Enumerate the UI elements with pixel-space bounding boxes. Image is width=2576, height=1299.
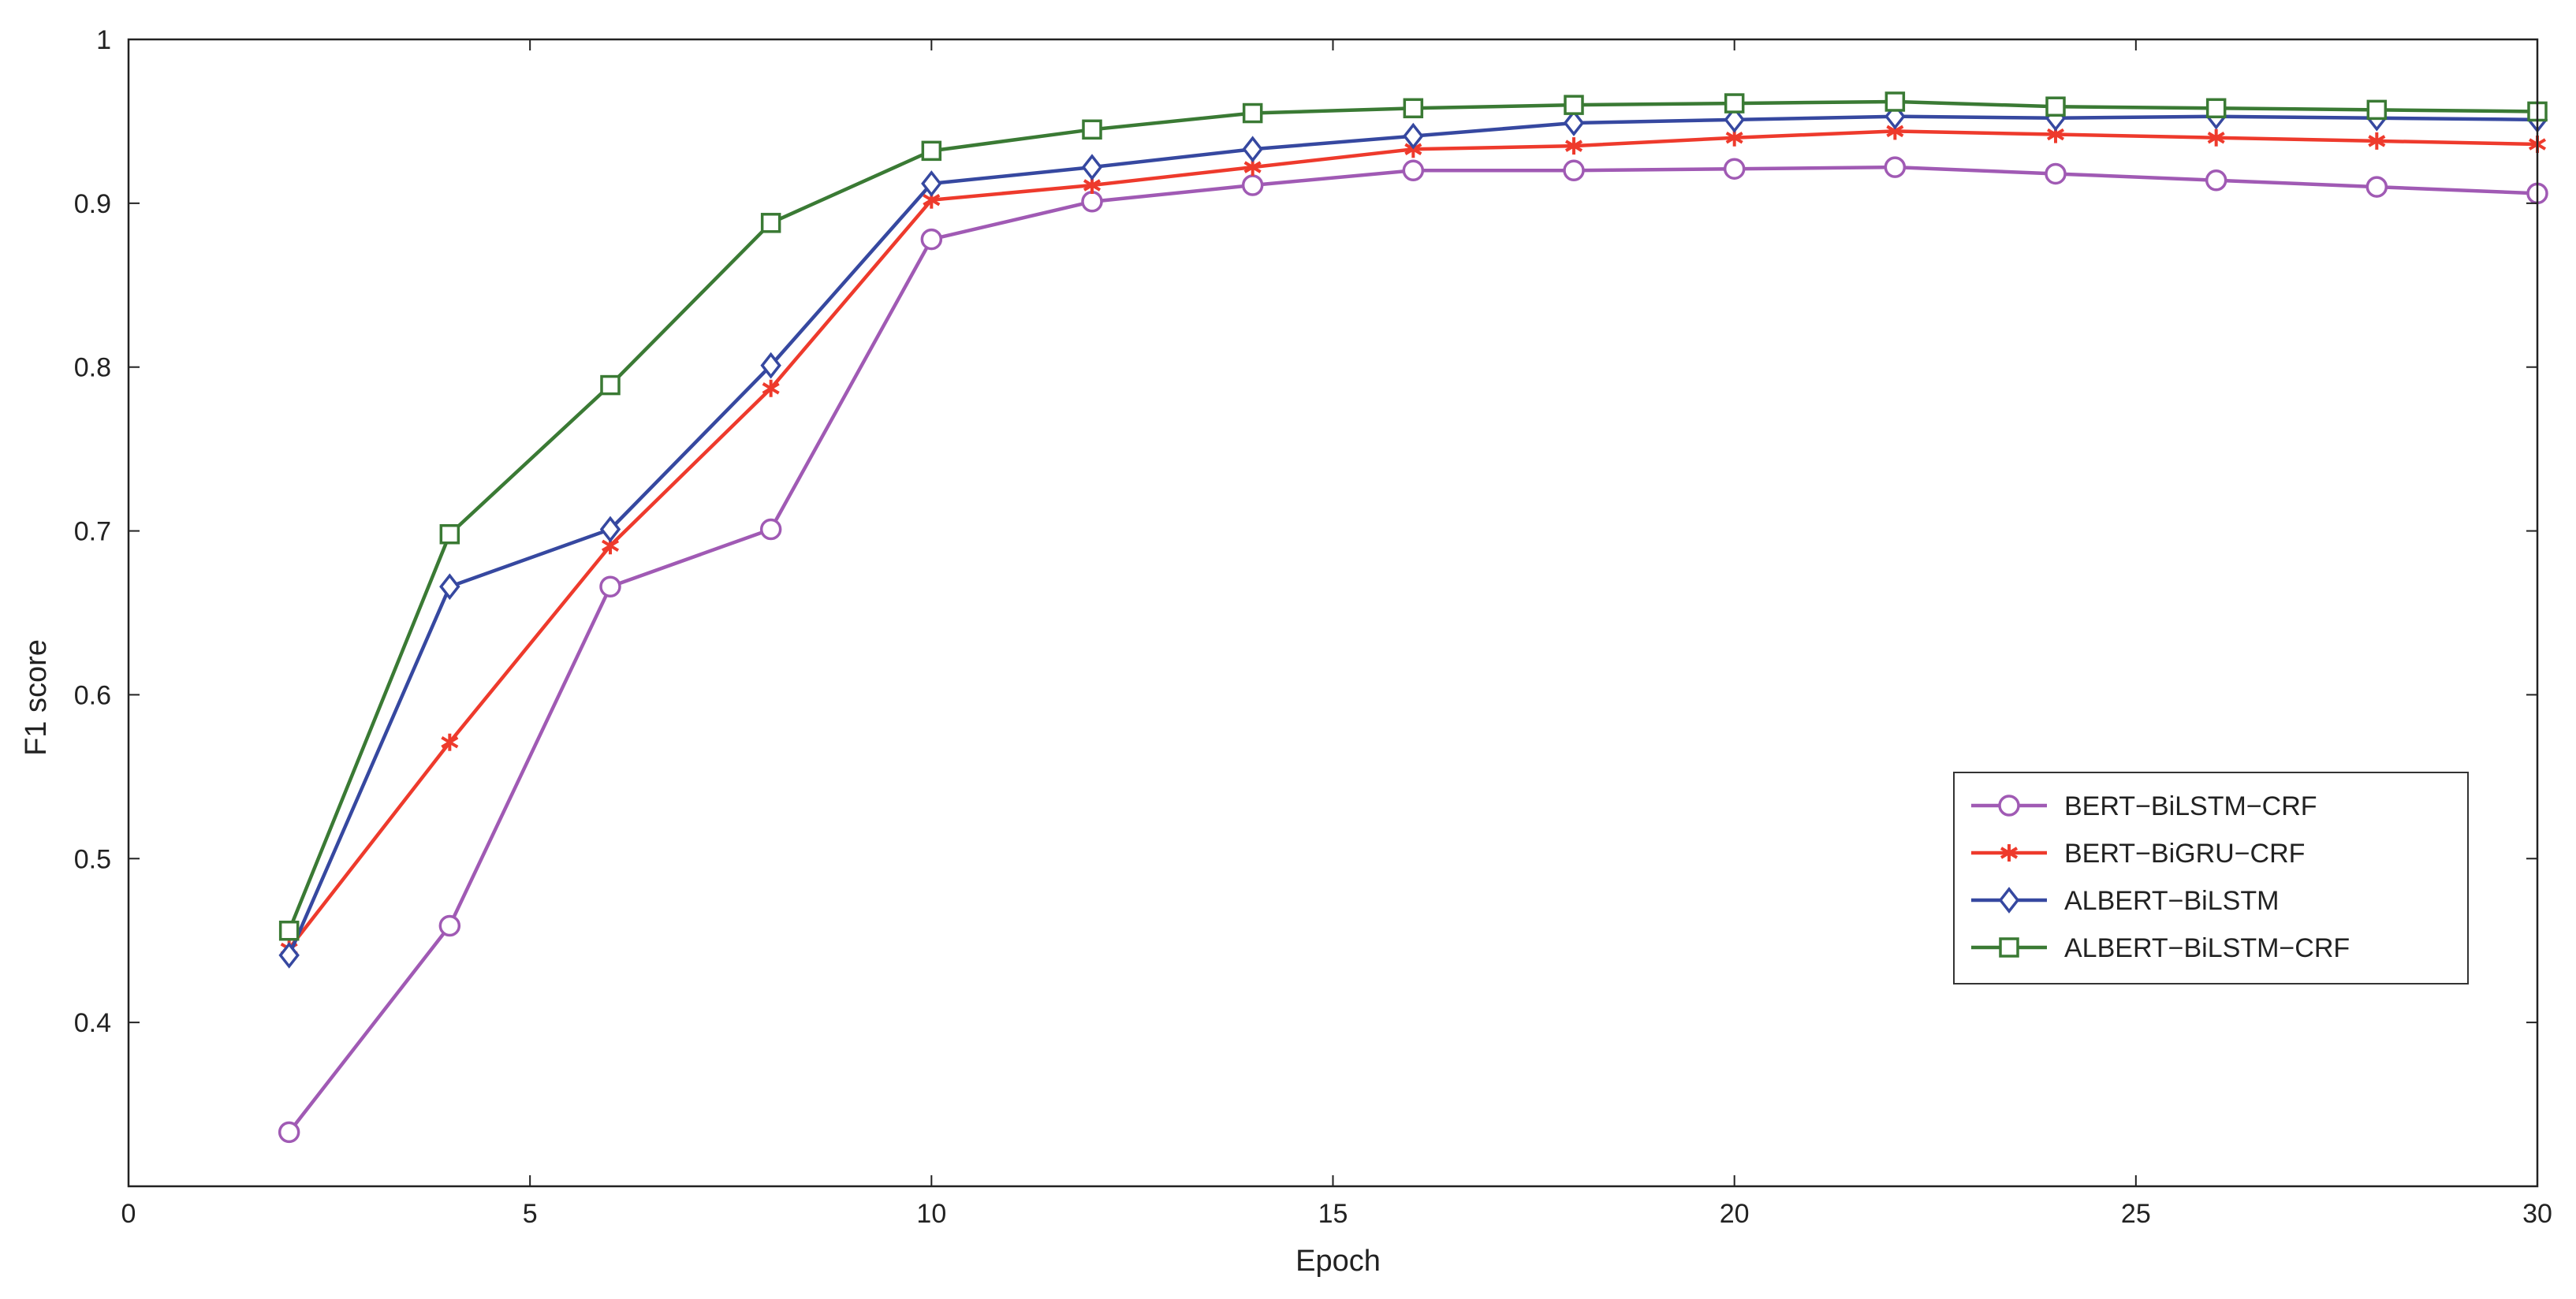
axes-layer: 0 5 10 15 20 25 30 0.4 0.5 0.6 0.7 0.8 0.9 1 <box>74 25 2552 1229</box>
data-point <box>1403 98 1424 119</box>
data-point <box>439 573 460 601</box>
data-point <box>600 374 621 396</box>
series-layer <box>278 91 2548 1144</box>
data-point <box>599 516 621 543</box>
x-tick-label: 10 <box>916 1199 946 1229</box>
data-point <box>1082 119 1102 140</box>
data-point <box>920 228 943 251</box>
data-point <box>1724 93 1745 114</box>
data-point <box>278 920 300 941</box>
legend-marker <box>1999 937 2019 958</box>
data-point <box>1723 158 1746 180</box>
data-point <box>1081 154 1103 181</box>
legend-label: ALBERT−BiLSTM <box>2064 886 2279 916</box>
data-point <box>1564 137 1583 155</box>
data-point <box>762 379 780 397</box>
data-point <box>599 575 621 597</box>
data-point <box>438 914 461 937</box>
legend-label: ALBERT−BiLSTM−CRF <box>2064 933 2350 963</box>
data-point <box>1081 191 1103 213</box>
data-point <box>2045 96 2066 117</box>
y-tick-label: 0.9 <box>74 189 111 219</box>
y-tick-label: 0.4 <box>74 1008 111 1038</box>
y-tick-label: 1 <box>96 25 111 55</box>
legend-marker <box>1998 795 2020 817</box>
y-tick-label: 0.8 <box>74 353 111 383</box>
y-tick-label: 0.7 <box>74 517 111 547</box>
data-point <box>759 518 782 541</box>
data-point <box>921 170 942 197</box>
data-point <box>2205 169 2227 192</box>
x-tick-label: 15 <box>1318 1199 1348 1229</box>
data-point <box>1563 110 1585 136</box>
x-tick-label: 0 <box>121 1199 136 1229</box>
data-point <box>1564 95 1584 115</box>
legend-marker <box>1998 887 2020 914</box>
x-axis-label: Epoch <box>1295 1245 1381 1278</box>
data-point <box>278 1121 300 1144</box>
data-point <box>441 733 459 751</box>
x-tick-label: 5 <box>523 1199 538 1229</box>
data-point <box>1724 106 1745 133</box>
data-point <box>760 352 781 379</box>
data-point <box>2368 132 2386 150</box>
data-point <box>921 140 942 162</box>
data-point <box>1241 174 1264 196</box>
data-point <box>1563 159 1585 182</box>
series-0 <box>278 156 2548 1144</box>
y-tick-label: 0.6 <box>74 680 111 710</box>
x-tick-label: 20 <box>1720 1199 1750 1229</box>
data-point <box>2366 99 2388 121</box>
data-point <box>760 213 781 233</box>
data-point <box>1884 156 1907 178</box>
data-point <box>1403 122 1424 150</box>
data-point <box>439 523 460 545</box>
legend-label: BERT−BiGRU−CRF <box>2064 839 2305 869</box>
y-axis-label: F1 score <box>20 639 53 756</box>
series-3 <box>278 91 2548 941</box>
legend-marker <box>2000 844 2019 862</box>
data-point <box>1242 102 1263 124</box>
x-tick-label: 30 <box>2522 1199 2552 1229</box>
x-tick-label: 25 <box>2121 1199 2151 1229</box>
legend: BERT−BiLSTM−CRF BERT−BiGRU−CRF ALBERT−BiLS… <box>1953 772 2469 984</box>
data-point <box>2365 176 2388 198</box>
data-point <box>1242 136 1263 163</box>
legend-label: BERT−BiLSTM−CRF <box>2064 791 2317 821</box>
data-point <box>1402 159 1425 182</box>
data-point <box>2207 128 2225 147</box>
data-point <box>2045 162 2067 185</box>
data-point <box>1884 91 1906 112</box>
y-tick-label: 0.5 <box>74 844 111 874</box>
data-point <box>278 942 300 969</box>
data-point <box>2205 98 2227 119</box>
